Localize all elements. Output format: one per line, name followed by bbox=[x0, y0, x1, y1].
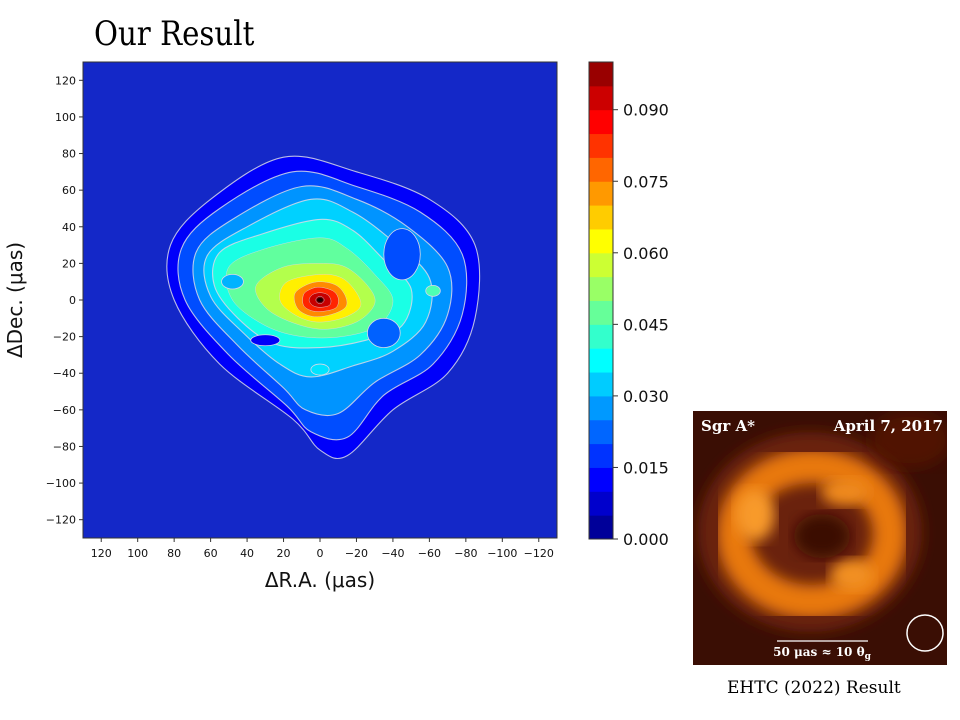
inset-scale-subscript: g bbox=[865, 652, 872, 662]
x-tick-label: −40 bbox=[381, 547, 404, 560]
x-axis-label: ΔR.A. (μas) bbox=[265, 568, 375, 592]
colorbar-band bbox=[589, 133, 613, 158]
y-tick-label: 80 bbox=[62, 148, 76, 161]
inset-scale-label: 50 μas ≈ 10 θg bbox=[773, 645, 871, 662]
y-tick-label: 40 bbox=[62, 221, 76, 234]
x-tick-label: 100 bbox=[127, 547, 148, 560]
x-tick-label: 0 bbox=[317, 547, 324, 560]
colorbar-tick-label: 0.015 bbox=[623, 458, 669, 477]
x-tick-label: 80 bbox=[167, 547, 181, 560]
inset-corner-glow bbox=[870, 412, 947, 468]
ring-emission bbox=[717, 449, 907, 619]
colorbar-band bbox=[589, 300, 613, 325]
colorbar-frame bbox=[588, 61, 614, 540]
x-tick-label: −100 bbox=[487, 547, 517, 560]
colorbar-band bbox=[589, 372, 613, 397]
colorbar-band bbox=[589, 252, 613, 278]
contour-island bbox=[221, 273, 244, 290]
x-axis-ticks: 120 100 80 60 40 20 0 −20 −40 −60 −80 −100 −120 bbox=[91, 538, 554, 560]
ring-shadow bbox=[794, 514, 850, 558]
colorbar-tick-label: 0.000 bbox=[623, 530, 669, 549]
colorbar-band bbox=[589, 157, 613, 182]
colorbar-band bbox=[589, 109, 613, 135]
inset-caption: EHTC (2022) Result bbox=[727, 678, 901, 698]
ring-bright-spot-right bbox=[830, 559, 874, 591]
colorbar-band bbox=[589, 205, 613, 230]
contour-island bbox=[425, 284, 441, 297]
y-tick-label: 60 bbox=[62, 184, 76, 197]
ehtc-inset-image: Sgr A* April 7, 2017 50 μas ≈ 10 θg bbox=[693, 411, 947, 665]
colorbar-tick-label: 0.075 bbox=[623, 172, 669, 191]
y-tick-label: 120 bbox=[55, 74, 76, 87]
y-tick-label: 20 bbox=[62, 257, 76, 270]
contour-island bbox=[383, 228, 421, 281]
y-axis-ticks: 120 100 80 60 40 20 0 −20 −40 −60 −80 −100 −120 bbox=[46, 74, 83, 527]
colorbar-tick-label: 0.090 bbox=[623, 101, 669, 120]
colorbar-band bbox=[589, 85, 613, 111]
chart-title: Our Result bbox=[94, 14, 255, 54]
contour-island bbox=[366, 317, 401, 349]
x-tick-label: −80 bbox=[454, 547, 477, 560]
ring-bright-spot-left bbox=[735, 489, 775, 541]
x-tick-label: 60 bbox=[204, 547, 218, 560]
inset-source-label: Sgr A* bbox=[701, 417, 755, 435]
inset-date-label: April 7, 2017 bbox=[833, 417, 943, 435]
colorbar-band bbox=[589, 181, 613, 206]
colorbar-ticks: 0.000 0.015 0.030 0.045 0.060 0.075 0.090 bbox=[613, 101, 669, 549]
colorbar-bands bbox=[589, 62, 613, 540]
contour-island bbox=[310, 363, 330, 376]
colorbar-band bbox=[589, 276, 613, 301]
colorbar-band bbox=[589, 62, 613, 87]
y-tick-label: −60 bbox=[53, 404, 76, 417]
inset-beam-circle bbox=[906, 614, 944, 652]
y-tick-label: 100 bbox=[55, 111, 76, 124]
colorbar-tick-label: 0.060 bbox=[623, 244, 669, 263]
colorbar-tick-label: 0.045 bbox=[623, 315, 669, 334]
peak-marker bbox=[317, 298, 323, 302]
contour-island bbox=[250, 334, 281, 347]
y-tick-label: −120 bbox=[46, 514, 76, 527]
colorbar-band bbox=[589, 228, 613, 254]
heatmap-plot: 120 100 80 60 40 20 0 −20 −40 −60 −80 −100 −120 1201… bbox=[3, 61, 558, 592]
y-tick-label: −20 bbox=[53, 331, 76, 344]
x-tick-label: 40 bbox=[240, 547, 254, 560]
y-tick-label: −40 bbox=[53, 367, 76, 380]
colorbar-band bbox=[589, 348, 613, 373]
heatmap-contours bbox=[166, 155, 481, 459]
y-tick-label: −80 bbox=[53, 440, 76, 453]
colorbar-band bbox=[589, 443, 613, 468]
colorbar-band bbox=[589, 395, 613, 421]
colorbar: 0.000 0.015 0.030 0.045 0.060 0.075 0.090 bbox=[588, 61, 669, 549]
colorbar-band bbox=[589, 515, 613, 540]
colorbar-band bbox=[589, 491, 613, 516]
colorbar-band bbox=[589, 467, 613, 492]
y-axis-label: ΔDec. (μas) bbox=[3, 242, 27, 358]
colorbar-band bbox=[589, 324, 613, 349]
y-tick-label: −100 bbox=[46, 477, 76, 490]
colorbar-band bbox=[589, 419, 613, 445]
x-tick-label: −120 bbox=[524, 547, 554, 560]
x-tick-label: −20 bbox=[345, 547, 368, 560]
colorbar-tick-label: 0.030 bbox=[623, 387, 669, 406]
x-tick-label: 120 bbox=[91, 547, 112, 560]
ring-bright-spot-top bbox=[821, 478, 869, 506]
x-tick-label: 20 bbox=[277, 547, 291, 560]
x-tick-label: −60 bbox=[418, 547, 441, 560]
y-tick-label: 0 bbox=[69, 294, 76, 307]
